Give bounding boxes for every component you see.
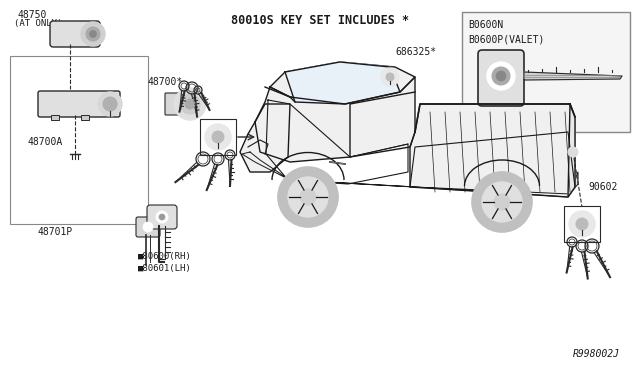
Text: R998002J: R998002J: [573, 349, 620, 359]
FancyBboxPatch shape: [165, 93, 191, 115]
Bar: [564, 206, 600, 242]
Bar: [81, 115, 89, 120]
Circle shape: [487, 62, 515, 90]
Text: B0600P(VALET): B0600P(VALET): [468, 34, 545, 44]
Bar: [51, 115, 59, 120]
Circle shape: [90, 31, 97, 38]
Circle shape: [482, 182, 522, 222]
FancyBboxPatch shape: [136, 217, 160, 237]
Circle shape: [143, 222, 153, 232]
Text: B0600N: B0600N: [468, 20, 503, 30]
Circle shape: [569, 211, 595, 237]
Circle shape: [492, 67, 510, 85]
Circle shape: [386, 73, 394, 81]
Polygon shape: [242, 152, 578, 197]
Text: ■80601(LH): ■80601(LH): [138, 264, 192, 273]
Bar: [462, 12, 630, 132]
FancyBboxPatch shape: [50, 21, 100, 47]
Circle shape: [381, 68, 399, 86]
Circle shape: [576, 218, 588, 230]
Text: 686325*: 686325*: [395, 47, 436, 57]
Polygon shape: [524, 72, 622, 80]
Text: (AT ONLY): (AT ONLY): [14, 19, 62, 28]
Text: 48700A: 48700A: [28, 137, 63, 147]
Circle shape: [205, 124, 231, 150]
Text: 48700*: 48700*: [148, 77, 183, 87]
Polygon shape: [568, 104, 575, 197]
Circle shape: [81, 22, 105, 46]
Circle shape: [180, 94, 200, 114]
Text: ■80600(RH): ■80600(RH): [138, 253, 192, 262]
FancyBboxPatch shape: [38, 91, 120, 117]
Polygon shape: [255, 77, 415, 162]
Circle shape: [212, 131, 224, 143]
Text: 48750: 48750: [18, 10, 47, 20]
Circle shape: [98, 92, 122, 116]
Circle shape: [174, 88, 206, 120]
FancyBboxPatch shape: [478, 50, 524, 106]
Circle shape: [568, 147, 578, 157]
Circle shape: [185, 99, 195, 109]
Bar: [10, 56, 148, 224]
Circle shape: [156, 211, 168, 223]
Polygon shape: [240, 104, 290, 172]
Circle shape: [494, 194, 510, 210]
Polygon shape: [410, 104, 575, 197]
Circle shape: [496, 71, 506, 81]
Circle shape: [472, 172, 532, 232]
FancyBboxPatch shape: [147, 205, 177, 229]
Text: 80010S KEY SET INCLUDES *: 80010S KEY SET INCLUDES *: [231, 13, 409, 26]
Bar: [200, 119, 236, 155]
Polygon shape: [270, 62, 415, 102]
Circle shape: [300, 189, 316, 205]
Text: 90602: 90602: [588, 182, 618, 192]
Circle shape: [288, 177, 328, 217]
Circle shape: [159, 214, 165, 220]
Circle shape: [103, 97, 117, 111]
Polygon shape: [285, 62, 400, 104]
Circle shape: [86, 27, 100, 41]
Circle shape: [278, 167, 338, 227]
Text: 48701P: 48701P: [38, 227, 73, 237]
